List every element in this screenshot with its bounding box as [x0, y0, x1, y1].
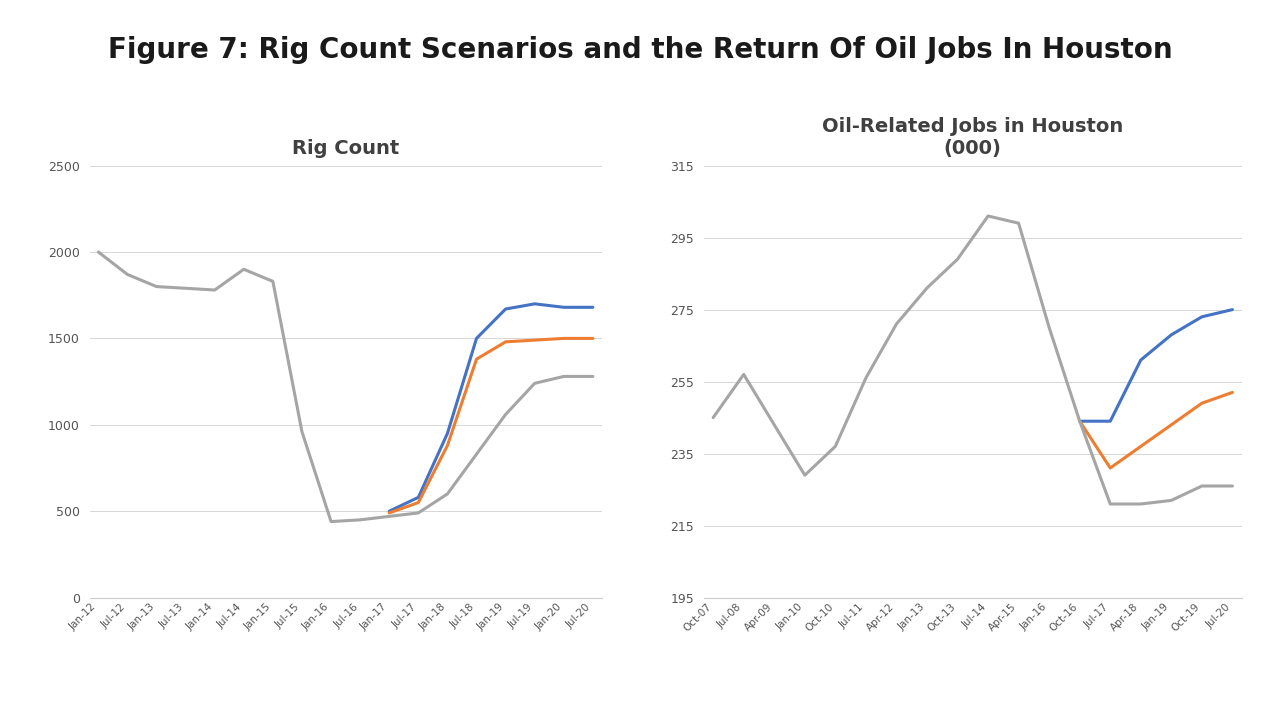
Low [858, 374, 873, 382]
Low [411, 508, 426, 517]
High [585, 303, 600, 312]
Medium [1102, 464, 1117, 472]
Low [178, 284, 193, 292]
Medium [1164, 420, 1179, 429]
Low [440, 490, 456, 498]
Low [767, 420, 782, 429]
Medium [498, 338, 513, 346]
Low [556, 372, 571, 381]
High [411, 493, 426, 502]
High [468, 334, 484, 343]
Low [265, 277, 280, 286]
Low [797, 471, 813, 480]
Low [498, 410, 513, 419]
Title: Oil-Related Jobs in Houston
(000): Oil-Related Jobs in Houston (000) [822, 117, 1124, 158]
Line: High: High [389, 304, 593, 511]
High [1133, 356, 1148, 364]
Medium [556, 334, 571, 343]
Low [91, 248, 106, 256]
Medium [585, 334, 600, 343]
Low [1194, 482, 1210, 490]
High [1164, 330, 1179, 339]
Medium [440, 441, 456, 450]
Low [950, 255, 965, 264]
Medium [468, 355, 484, 364]
Line: High: High [1080, 310, 1233, 421]
Low [236, 265, 251, 274]
High [1102, 417, 1117, 426]
Low [1133, 500, 1148, 508]
Text: Figure 7: Rig Count Scenarios and the Return Of Oil Jobs In Houston: Figure 7: Rig Count Scenarios and the Re… [108, 37, 1172, 64]
Medium [1225, 388, 1240, 397]
Low [1225, 482, 1240, 490]
Low [207, 286, 223, 294]
Low [468, 450, 484, 459]
Medium [1133, 442, 1148, 451]
Line: Low: Low [99, 252, 593, 521]
Low [1102, 500, 1117, 508]
High [1225, 305, 1240, 314]
Medium [1073, 417, 1088, 426]
Line: Low: Low [713, 216, 1233, 504]
Low [828, 442, 844, 451]
Medium [527, 336, 543, 344]
Title: Rig Count: Rig Count [292, 140, 399, 158]
Low [527, 379, 543, 387]
Low [1164, 496, 1179, 505]
Low [1073, 417, 1088, 426]
Line: Medium: Medium [389, 338, 593, 513]
Line: Medium: Medium [1080, 392, 1233, 468]
High [1194, 312, 1210, 321]
Low [352, 516, 367, 524]
Low [120, 270, 136, 279]
Low [736, 370, 751, 379]
High [440, 429, 456, 438]
Medium [381, 508, 397, 517]
Low [1011, 219, 1027, 228]
High [556, 303, 571, 312]
Low [980, 212, 996, 220]
High [498, 305, 513, 313]
Low [919, 284, 934, 292]
Low [148, 282, 164, 291]
Low [888, 320, 904, 328]
Low [294, 428, 310, 436]
High [527, 300, 543, 308]
High [1073, 417, 1088, 426]
Medium [411, 498, 426, 507]
Medium [1194, 399, 1210, 408]
Low [1042, 323, 1057, 332]
Low [324, 517, 339, 526]
Low [705, 413, 721, 422]
Low [585, 372, 600, 381]
Low [381, 512, 397, 521]
High [381, 507, 397, 516]
